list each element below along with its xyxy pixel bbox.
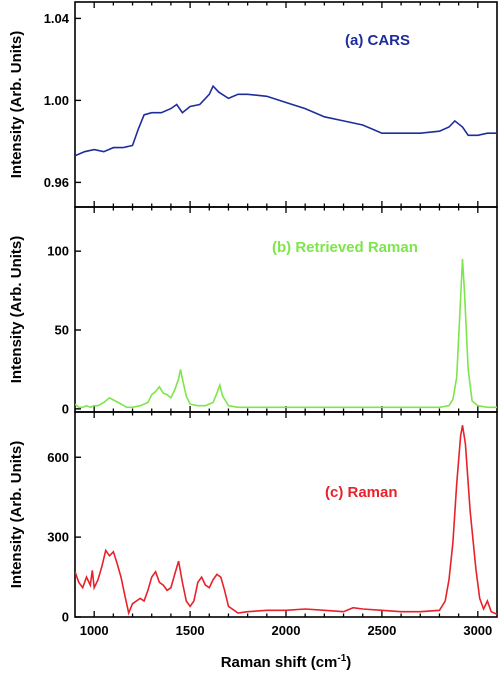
panel-a-label: (a) CARS bbox=[345, 32, 410, 49]
x-tick-label: 1000 bbox=[80, 623, 109, 638]
x-axis-tick-labels: 1000 1500 2000 2500 3000 bbox=[80, 623, 493, 638]
panel-b-ticks: 0 50 100 bbox=[47, 207, 479, 416]
panel-b-retrieved-raman: 0 50 100 (b) Retrieved Raman Intensity (Ar… bbox=[8, 206, 498, 416]
panel-b-series-line bbox=[75, 258, 497, 409]
panel-c-y-axis-title: Intensity (Arb. Units) bbox=[8, 441, 25, 589]
x-tick-label: 2500 bbox=[367, 623, 396, 638]
panel-c-y-tick-label: 600 bbox=[47, 450, 69, 465]
panel-b-y-tick-label: 50 bbox=[55, 323, 69, 338]
panel-a-ticks: 0.96 1.00 1.04 bbox=[44, 2, 479, 207]
x-axis-title-suffix: ) bbox=[346, 654, 351, 671]
x-tick-label: 1500 bbox=[176, 623, 205, 638]
panel-c-series-line bbox=[75, 425, 497, 616]
panel-c-y-tick-label: 0 bbox=[62, 610, 69, 625]
panel-c-label: (c) Raman bbox=[325, 484, 398, 501]
panel-a-cars: 0.96 1.00 1.04 (a) CARS Intensity (Arb. Un… bbox=[8, 1, 498, 208]
panel-c-y-tick-label: 300 bbox=[47, 530, 69, 545]
x-axis-title-main: Raman shift (cm bbox=[221, 654, 338, 671]
panel-b-label: (b) Retrieved Raman bbox=[272, 239, 418, 256]
panel-c-frame bbox=[74, 411, 498, 618]
panel-a-y-tick-label: 1.00 bbox=[44, 93, 69, 108]
x-axis-title: Raman shift (cm-1) bbox=[221, 653, 352, 671]
panel-b-y-axis-title: Intensity (Arb. Units) bbox=[8, 236, 25, 384]
panel-b-y-tick-label: 100 bbox=[47, 244, 69, 259]
x-tick-label: 3000 bbox=[463, 623, 492, 638]
panel-b-y-tick-label: 0 bbox=[62, 401, 69, 416]
panel-c-ticks: 0 300 600 bbox=[47, 412, 479, 625]
x-axis-title-superscript: -1 bbox=[337, 653, 346, 664]
panel-a-y-axis-title: Intensity (Arb. Units) bbox=[8, 31, 25, 179]
panel-c-raman: 0 300 600 (c) Raman Intensity (Arb. Units) bbox=[8, 411, 498, 625]
panel-a-y-tick-label: 1.04 bbox=[44, 11, 70, 26]
x-tick-label: 2000 bbox=[272, 623, 301, 638]
panel-a-frame bbox=[74, 1, 498, 208]
panel-a-series-line bbox=[75, 84, 497, 157]
panel-a-y-tick-label: 0.96 bbox=[44, 175, 69, 190]
panel-b-frame bbox=[74, 206, 498, 413]
